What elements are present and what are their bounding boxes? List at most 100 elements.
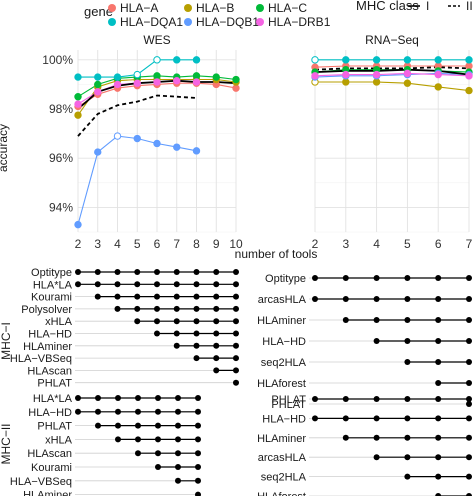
data-point-hla-dqa1: [113, 73, 122, 81]
inclusion-dot: [173, 293, 180, 300]
inclusion-dot: [175, 436, 181, 443]
x-tick-label: 4: [373, 237, 380, 251]
inclusion-dot: [342, 396, 349, 402]
inclusion-dot: [404, 296, 411, 302]
rna-seq-accuracy-panel: RNA−Seq 2 3 4 5 6 7: [311, 33, 473, 251]
tool-label-hlascan: HLAscan: [27, 448, 72, 460]
inclusion-dot: [213, 269, 220, 275]
x-tick-label: 3: [94, 237, 101, 251]
data-point-hla-b: [74, 111, 82, 119]
inclusion-dot: [75, 408, 81, 415]
inclusion-dot: [193, 330, 200, 337]
data-point-hla-a: [465, 62, 473, 70]
inclusion-dot: [466, 434, 472, 441]
inclusion-dot: [373, 396, 380, 402]
tool-label-hla-vbseq: HLA−VBSeq: [10, 353, 72, 365]
tool-label-hlaforest: HLAforest: [257, 491, 306, 496]
inclusion-dot: [193, 269, 200, 275]
data-point-hla-dqa1: [173, 56, 181, 64]
tool-label-hlaminer: HLAminer: [23, 490, 72, 496]
rna-seq-mhc-ii-matrix: PHLAT HLA−HD HLAminer arcasHLA seq2HLA HLAfor…: [257, 394, 472, 496]
tool-label-hlaminer: HLAminer: [257, 433, 306, 445]
inclusion-dot: [466, 296, 472, 302]
inclusion-dot: [115, 422, 121, 429]
inclusion-dot: [75, 395, 81, 401]
x-tick-label: 3: [342, 237, 349, 251]
data-point-hla-c: [192, 72, 201, 80]
inclusion-dot: [175, 450, 181, 457]
inclusion-dot: [342, 415, 349, 422]
legend-key-hla-drb1: [256, 18, 264, 26]
inclusion-dot: [135, 395, 141, 401]
inclusion-dot: [404, 415, 411, 422]
rna-seq-mhc-i-matrix: Optitype arcasHLA HLAminer HLA−HD seq2HLA HLA…: [257, 273, 472, 411]
data-point-hla-drb1: [173, 77, 181, 85]
inclusion-dot: [154, 269, 160, 275]
inclusion-dot: [213, 330, 220, 337]
inclusion-dot: [342, 317, 349, 323]
series-line-hla-dqb1: [314, 72, 470, 78]
inclusion-dot: [466, 454, 472, 461]
legend-gene-items: HLA−A HLA−B HLA−C HLA−DQA1 HLA−DQB1 HLA−DRB1: [108, 1, 331, 29]
legend-key-hla-a: [108, 4, 116, 12]
inclusion-dot: [404, 473, 411, 480]
x-tick-label: 2: [312, 237, 319, 251]
inclusion-dot: [435, 296, 442, 302]
inclusion-dot: [154, 305, 160, 312]
x-tick-label: 5: [404, 237, 411, 251]
inclusion-dot: [154, 281, 160, 288]
y-tick-label: 94%: [49, 200, 73, 214]
inclusion-dot: [175, 464, 181, 470]
data-point-hla-b: [465, 86, 473, 95]
tool-label-phlat: PHLAT: [271, 394, 306, 406]
tool-label-seq2hla: seq2HLA: [261, 357, 307, 369]
inclusion-dot: [435, 275, 442, 281]
inclusion-dot: [312, 275, 318, 281]
inclusion-dot: [312, 415, 318, 422]
inclusion-dot: [342, 275, 349, 281]
inclusion-dot: [213, 305, 220, 312]
inclusion-dot: [404, 275, 411, 281]
tool-label-hla-hd: HLA−HD: [262, 336, 306, 348]
inclusion-dot: [114, 293, 121, 300]
inclusion-dot: [193, 355, 200, 362]
inclusion-dot: [373, 275, 380, 281]
tool-label-arcashla: arcasHLA: [258, 452, 307, 464]
tool-label-xhla: xHLA: [45, 316, 73, 328]
tool-label-hla-hd: HLA−HD: [262, 413, 306, 425]
data-point-hla-drb1: [94, 88, 102, 96]
data-point-hla-dqb1: [173, 143, 181, 151]
x-tick-label: 4: [114, 237, 121, 251]
inclusion-dot: [154, 330, 160, 337]
inclusion-dot: [95, 395, 101, 401]
plot-background: [315, 50, 469, 232]
inclusion-dot: [342, 434, 349, 441]
series-line-hla-drb1: [314, 72, 470, 77]
inclusion-dot: [466, 396, 472, 402]
data-point-hla-a: [232, 84, 240, 92]
data-point-hla-b: [372, 78, 381, 86]
data-point-hla-dqa1: [192, 56, 201, 64]
inclusion-dot: [94, 281, 101, 288]
inclusion-dot: [435, 473, 442, 480]
tool-label-hla-la: HLA*LA: [33, 279, 73, 291]
inclusion-dot: [173, 305, 180, 312]
tool-label-phlat: PHLAT: [37, 421, 72, 433]
tool-label-arcashla: arcasHLA: [258, 294, 307, 306]
tool-label-polysolver: Polysolver: [21, 304, 72, 316]
inclusion-dot: [404, 396, 411, 402]
inclusion-dot: [155, 436, 161, 443]
inclusion-dot: [233, 330, 239, 337]
inclusion-dot: [155, 450, 161, 457]
inclusion-dot: [373, 434, 380, 441]
inclusion-dot: [466, 401, 472, 407]
inclusion-dot: [373, 454, 380, 461]
inclusion-dot: [134, 269, 141, 275]
data-point-hla-dqb1: [113, 132, 122, 140]
inclusion-dot: [466, 380, 472, 386]
inclusion-dot: [466, 338, 472, 344]
inclusion-dot: [213, 318, 220, 325]
y-tick-label: 100%: [42, 53, 73, 67]
data-point-hla-drb1: [192, 78, 201, 86]
inclusion-dot: [155, 408, 161, 415]
